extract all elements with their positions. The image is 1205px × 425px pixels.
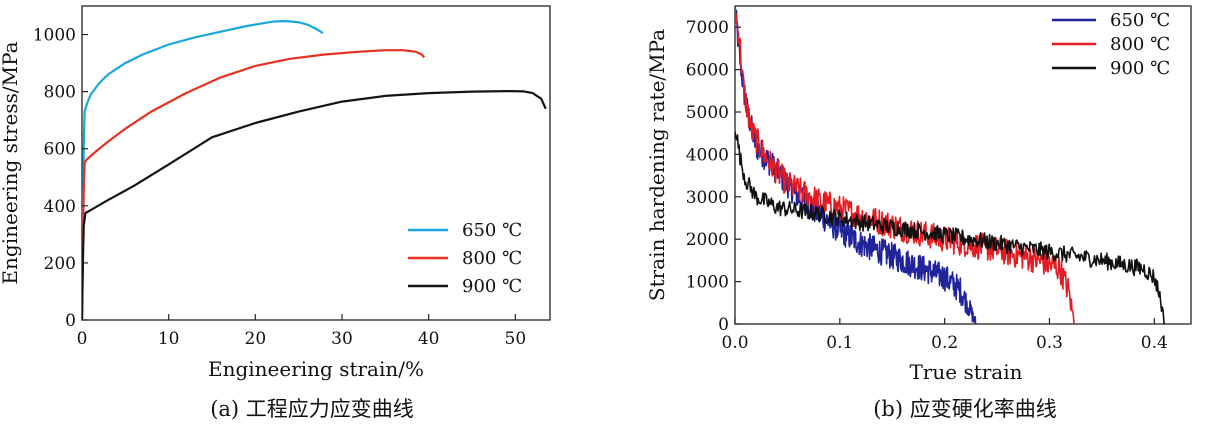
y-tick-label: 600: [44, 140, 76, 160]
panel-a: 0 10 20 30 40 50 0 200 400 600 800 1000 650 ℃ 800 ℃ 9…: [0, 5, 551, 421]
y-tick-label: 4000: [686, 145, 729, 165]
x-tick-label: 0: [77, 329, 88, 349]
series-line-b-3: [735, 131, 1166, 324]
y-axis-label-b: Strain hardening rate/MPa: [645, 29, 669, 301]
y-tick-label: 3000: [686, 188, 729, 208]
y-axis-label-a: Engineering stress/MPa: [0, 41, 22, 284]
y-tick-label: 5000: [686, 103, 729, 123]
x-tick-label: 20: [245, 329, 267, 349]
y-tick-label: 400: [44, 197, 76, 217]
series-line-a-3: [82, 90, 547, 320]
x-tick-label: 0.1: [826, 333, 853, 353]
series-line-a-1: [82, 20, 324, 320]
plot-frame-b: [734, 5, 1192, 325]
series-line-a-2: [82, 49, 426, 320]
x-tick-label: 10: [158, 329, 180, 349]
y-tick-label: 6000: [686, 61, 729, 81]
x-axis-label-a: Engineering strain/%: [208, 357, 424, 381]
legend-label: 900 ℃: [1110, 58, 1170, 79]
x-tick-label: 50: [505, 329, 527, 349]
legend-label: 650 ℃: [1110, 10, 1170, 31]
ticks-b: 0.0 0.1 0.2 0.3 0.4 0 1000 2000 3000 4000 5000 6000…: [686, 18, 1168, 353]
legend-label: 800 ℃: [1110, 34, 1170, 55]
legend-label: 650 ℃: [462, 220, 522, 241]
x-tick-label: 30: [331, 329, 353, 349]
y-tick-label: 7000: [686, 18, 729, 38]
series-line-b-2: [735, 7, 1075, 324]
panel-b: 0.0 0.1 0.2 0.3 0.4 0 1000 2000 3000 4000 5000 6000…: [645, 5, 1192, 421]
y-tick-label: 1000: [33, 26, 76, 46]
y-tick-label: 0: [718, 315, 729, 335]
y-tick-label: 2000: [686, 230, 729, 250]
legend-label: 900 ℃: [462, 276, 522, 297]
x-axis-label-b: True strain: [909, 360, 1022, 384]
x-tick-label: 0.4: [1141, 333, 1168, 353]
x-tick-label: 0.2: [931, 333, 958, 353]
legend-label: 800 ℃: [462, 248, 522, 269]
curves-b: [735, 6, 1166, 324]
x-tick-label: 0.3: [1036, 333, 1063, 353]
y-tick-label: 1000: [686, 273, 729, 293]
caption-b: (b) 应变硬化率曲线: [873, 397, 1057, 421]
x-tick-label: 0.0: [721, 333, 748, 353]
curves-a: [82, 20, 547, 320]
legend-a: 650 ℃ 800 ℃ 900 ℃: [408, 220, 522, 297]
y-tick-label: 800: [44, 83, 76, 103]
y-tick-label: 0: [65, 311, 76, 331]
x-tick-label: 40: [418, 329, 440, 349]
ticks-a: 0 10 20 30 40 50 0 200 400 600 800 1000: [33, 26, 526, 349]
plot-frame-a: [81, 5, 551, 321]
y-tick-label: 200: [44, 254, 76, 274]
caption-a: (a) 工程应力应变曲线: [210, 397, 414, 421]
legend-b: 650 ℃ 800 ℃ 900 ℃: [1052, 10, 1170, 79]
